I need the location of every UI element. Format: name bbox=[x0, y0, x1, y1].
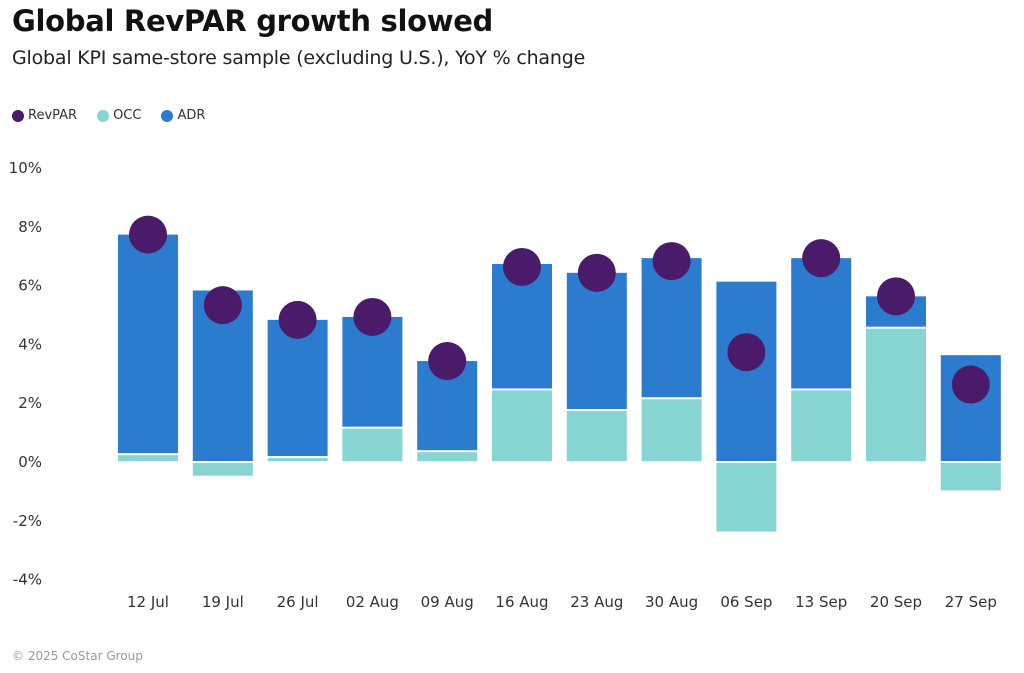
bar-occ bbox=[192, 463, 253, 476]
x-tick-label: 06 Sep bbox=[720, 593, 772, 611]
x-tick-label: 09 Aug bbox=[421, 593, 474, 611]
dot-revpar bbox=[951, 365, 990, 404]
dot-revpar bbox=[129, 215, 167, 254]
bar-occ bbox=[118, 455, 178, 461]
legend-swatch-occ bbox=[97, 109, 110, 122]
dot-revpar bbox=[428, 342, 467, 381]
x-tick-label: 23 Aug bbox=[570, 593, 623, 611]
x-tick-label: 02 Aug bbox=[346, 593, 399, 611]
y-tick-label: 6% bbox=[18, 277, 42, 295]
y-axis: -4% -2% 0% 2% 4% 6% 8% 10% bbox=[9, 159, 42, 589]
x-tick-label: 13 Sep bbox=[795, 593, 847, 611]
legend-label-adr: ADR bbox=[177, 108, 206, 123]
legend-swatch-revpar bbox=[12, 109, 24, 122]
dot-revpar bbox=[802, 239, 841, 278]
legend-label-occ: OCC bbox=[113, 108, 142, 123]
bar-occ bbox=[342, 428, 403, 461]
dot-revpar bbox=[353, 297, 392, 336]
y-tick-label: 4% bbox=[18, 335, 42, 353]
x-tick-label: 12 Jul bbox=[127, 593, 169, 611]
legend-item-adr: ADR bbox=[161, 108, 205, 123]
bar-occ bbox=[492, 390, 552, 461]
legend-swatch-adr bbox=[161, 109, 174, 122]
dot-revpar bbox=[577, 253, 616, 292]
x-tick-label: 27 Sep bbox=[945, 593, 997, 611]
bar-adr bbox=[716, 281, 777, 461]
y-tick-label: 8% bbox=[18, 218, 42, 236]
y-tick-label: -4% bbox=[13, 571, 42, 589]
bar-occ bbox=[866, 328, 926, 461]
x-tick-label: 16 Aug bbox=[495, 593, 548, 611]
legend-item-occ: OCC bbox=[97, 108, 141, 123]
bar-occ bbox=[940, 463, 1001, 491]
bar-occ bbox=[267, 458, 328, 461]
bar-adr bbox=[566, 272, 627, 410]
bars bbox=[118, 234, 1001, 532]
bar-occ bbox=[716, 463, 777, 532]
dot-revpar bbox=[278, 300, 317, 339]
bar-occ bbox=[566, 411, 627, 461]
dot-revpar bbox=[727, 333, 766, 372]
y-tick-label: 2% bbox=[18, 394, 42, 412]
x-tick-label: 26 Jul bbox=[277, 593, 319, 611]
bar-adr bbox=[118, 234, 178, 454]
bar-occ bbox=[791, 390, 852, 461]
legend-label-revpar: RevPAR bbox=[28, 108, 78, 123]
y-tick-label: -2% bbox=[13, 512, 42, 530]
x-tick-label: 20 Sep bbox=[870, 593, 922, 611]
legend: RevPAR OCC ADR bbox=[12, 108, 205, 123]
copyright-footer: © 2025 CoStar Group bbox=[12, 649, 143, 663]
x-tick-label: 30 Aug bbox=[645, 593, 698, 611]
bar-adr bbox=[791, 258, 852, 389]
bar-adr bbox=[641, 258, 702, 398]
bar-adr bbox=[267, 319, 328, 457]
legend-item-revpar: RevPAR bbox=[12, 108, 77, 123]
chart-title: Global RevPAR growth slowed bbox=[12, 4, 494, 38]
chart-subtitle: Global KPI same-store sample (excluding … bbox=[12, 47, 586, 69]
x-tick-label: 19 Jul bbox=[202, 593, 244, 611]
dot-revpar bbox=[503, 247, 541, 286]
y-tick-label: 0% bbox=[18, 453, 42, 471]
bar-occ bbox=[641, 399, 702, 461]
revpar-dots bbox=[129, 215, 990, 404]
dot-revpar bbox=[652, 242, 691, 281]
y-tick-label: 10% bbox=[9, 159, 42, 177]
bar-occ bbox=[417, 452, 478, 461]
x-axis: 12 Jul 19 Jul 26 Jul 02 Aug 09 Aug 16 Aug 23 A… bbox=[127, 593, 997, 611]
dot-revpar bbox=[203, 286, 242, 325]
dot-revpar bbox=[877, 277, 915, 316]
